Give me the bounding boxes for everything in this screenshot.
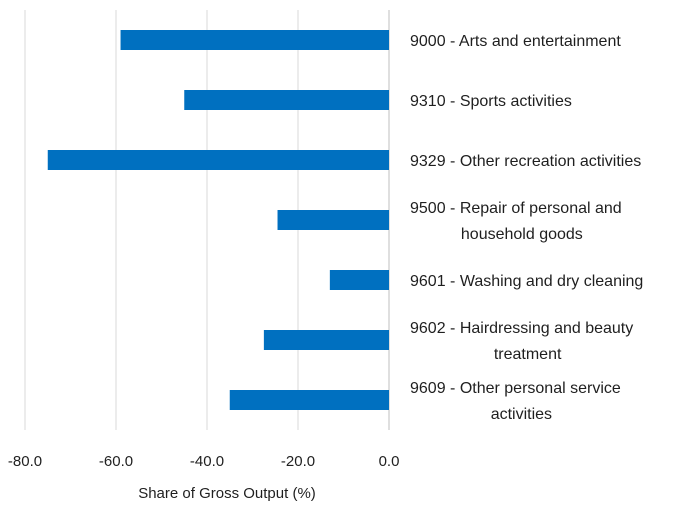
category-label-line: 9329 - Other recreation activities [410, 153, 641, 170]
category-label: 9609 - Other personal service activities [410, 380, 621, 423]
bar [47, 150, 389, 170]
bar [184, 90, 389, 110]
category-label: 9310 - Sports activities [410, 93, 572, 110]
category-label-line: treatment [494, 346, 562, 363]
bars [47, 30, 390, 410]
category-label: 9329 - Other recreation activities [410, 153, 641, 170]
category-label: 9602 - Hairdressing and beauty treatment [410, 320, 633, 363]
x-tick-label: -80.0 [8, 453, 42, 470]
category-label: 9601 - Washing and dry cleaning [410, 273, 643, 290]
x-tick-labels: -80.0 -60.0 -40.0 -20.0 0.0 [8, 453, 400, 470]
bar [329, 270, 389, 290]
category-label-line: household goods [461, 226, 583, 243]
x-axis-title: Share of Gross Output (%) [138, 485, 316, 502]
category-label-line: activities [491, 406, 552, 423]
category-label-line: 9500 - Repair of personal and [410, 200, 622, 217]
bar [263, 330, 389, 350]
category-label-line: 9000 - Arts and entertainment [410, 33, 621, 50]
category-labels: 9000 - Arts and entertainment 9310 - Spor… [410, 33, 643, 423]
category-label-line: 9609 - Other personal service [410, 380, 621, 397]
bar [229, 390, 389, 410]
bar [277, 210, 389, 230]
x-tick-label: -40.0 [190, 453, 224, 470]
x-tick-label: -60.0 [99, 453, 133, 470]
x-tick-label: 0.0 [379, 453, 400, 470]
category-label: 9500 - Repair of personal and household g… [410, 200, 622, 243]
category-label-line: 9601 - Washing and dry cleaning [410, 273, 643, 290]
category-label: 9000 - Arts and entertainment [410, 33, 621, 50]
category-label-line: 9310 - Sports activities [410, 93, 572, 110]
x-tick-label: -20.0 [281, 453, 315, 470]
category-label-line: 9602 - Hairdressing and beauty [410, 320, 633, 337]
bar [120, 30, 390, 50]
